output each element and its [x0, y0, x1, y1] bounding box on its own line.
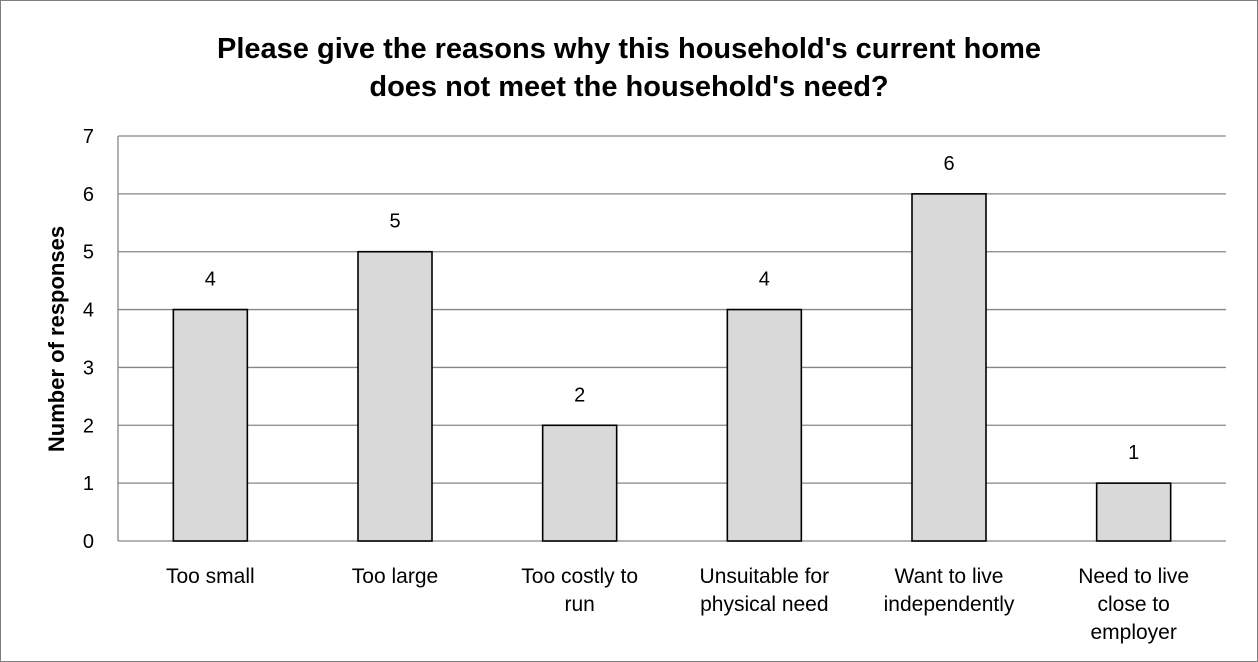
bar: [172, 308, 249, 542]
data-label: 1: [1128, 442, 1139, 464]
chart-title-line-1: Please give the reasons why this househo…: [217, 33, 1041, 65]
x-tick-label: run: [564, 593, 594, 616]
y-tick-label: 2: [83, 415, 94, 437]
x-tick-label: Need to live: [1078, 565, 1189, 588]
x-tick-label: Want to live: [895, 565, 1004, 588]
data-label: 5: [389, 211, 400, 233]
x-tick-label: Too costly to: [521, 565, 638, 588]
y-tick-label: 6: [83, 184, 94, 206]
chart-title: Please give the reasons why this househo…: [0, 30, 1258, 106]
y-tick-label: 0: [83, 531, 94, 553]
data-label: 6: [943, 153, 954, 175]
y-tick-label: 3: [83, 357, 94, 379]
bar: [726, 308, 803, 542]
x-tick-label: independently: [884, 593, 1015, 616]
data-label: 4: [759, 269, 770, 291]
y-tick-label: 1: [83, 473, 94, 495]
y-tick-label: 4: [83, 300, 94, 322]
bar: [911, 193, 987, 542]
x-tick-label: employer: [1090, 621, 1176, 644]
y-tick-label: 7: [83, 126, 94, 148]
bar: [541, 424, 618, 542]
x-tick-label: Too large: [352, 565, 438, 588]
chart-title-line-2: does not meet the household's need?: [369, 71, 889, 103]
x-tick-label: physical need: [700, 593, 828, 616]
x-tick-label: Too small: [166, 565, 255, 588]
bar: [357, 250, 433, 542]
data-label: 2: [574, 384, 585, 406]
bar: [1095, 482, 1172, 542]
x-tick-label: Unsuitable for: [700, 565, 830, 588]
data-label: 4: [205, 269, 216, 291]
x-tick-label: close to: [1097, 593, 1169, 616]
y-tick-label: 5: [83, 242, 94, 264]
